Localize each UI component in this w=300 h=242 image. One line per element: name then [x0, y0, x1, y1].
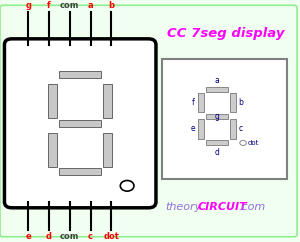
- Text: g: g: [214, 112, 219, 121]
- Text: c: c: [88, 232, 93, 241]
- Text: e: e: [25, 232, 31, 241]
- Text: dot: dot: [247, 140, 259, 146]
- Text: b: b: [108, 1, 114, 10]
- Circle shape: [240, 140, 246, 145]
- Bar: [206, 140, 228, 145]
- Bar: [198, 119, 204, 139]
- Bar: [230, 119, 236, 139]
- Bar: [162, 59, 287, 179]
- FancyBboxPatch shape: [4, 39, 156, 208]
- Circle shape: [120, 181, 134, 191]
- Text: theory: theory: [165, 202, 201, 212]
- Text: f: f: [47, 1, 51, 10]
- Bar: [206, 87, 228, 92]
- Text: CIRCUIT: CIRCUIT: [197, 202, 247, 212]
- Text: CC 7seg display: CC 7seg display: [167, 27, 284, 39]
- Text: f: f: [192, 98, 195, 107]
- Bar: [59, 168, 101, 175]
- Bar: [198, 93, 204, 112]
- Text: b: b: [238, 98, 244, 107]
- FancyBboxPatch shape: [0, 5, 297, 237]
- Text: com: com: [60, 1, 80, 10]
- Bar: [59, 120, 101, 127]
- Text: a: a: [214, 76, 219, 84]
- Text: com: com: [60, 232, 80, 241]
- Text: e: e: [190, 124, 195, 133]
- Text: c: c: [238, 124, 243, 133]
- Text: a: a: [88, 1, 93, 10]
- Text: g: g: [25, 1, 31, 10]
- Bar: [48, 133, 57, 166]
- Bar: [59, 71, 101, 78]
- Text: d: d: [214, 148, 219, 157]
- Bar: [103, 84, 112, 118]
- Bar: [206, 114, 228, 119]
- Text: dot: dot: [103, 232, 119, 241]
- Bar: [230, 93, 236, 112]
- Bar: [48, 84, 57, 118]
- Bar: [103, 133, 112, 166]
- Text: .com: .com: [239, 202, 266, 212]
- Text: d: d: [46, 232, 52, 241]
